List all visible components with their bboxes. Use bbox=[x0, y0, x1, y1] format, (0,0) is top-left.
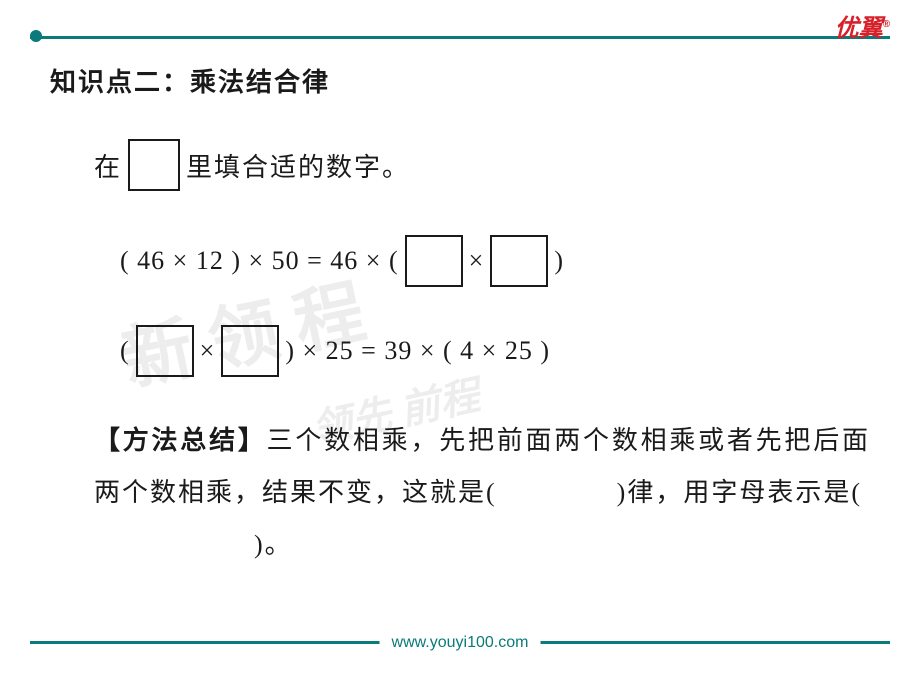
eq1-op: × bbox=[469, 246, 485, 276]
equation-1: ( 46 × 12 ) × 50 = 46 × ( × ) bbox=[120, 235, 870, 287]
method-summary: 【方法总结】三个数相乘，先把前面两个数相乘或者先把后面两个数相乘，结果不变，这就… bbox=[94, 415, 870, 571]
prompt-after: 里填合适的数字。 bbox=[186, 147, 410, 184]
instruction-line: 在 里填合适的数字。 bbox=[94, 139, 870, 191]
blank-box-icon bbox=[128, 139, 180, 191]
summary-after-blank-1: )律，用字母表示是( bbox=[617, 478, 862, 507]
top-border bbox=[30, 36, 890, 39]
prompt-before: 在 bbox=[94, 147, 122, 184]
summary-after-blank-2: )。 bbox=[254, 530, 293, 559]
eq2-op: × bbox=[200, 336, 216, 366]
eq1-blank-1[interactable] bbox=[405, 235, 463, 287]
equation-2: ( × ) × 25 = 39 × ( 4 × 25 ) bbox=[120, 325, 870, 377]
eq1-left: ( 46 × 12 ) × 50 = 46 × ( bbox=[120, 246, 399, 276]
section-heading: 知识点二：乘法结合律 bbox=[50, 62, 870, 99]
brand-logo: 优翼® bbox=[835, 8, 890, 43]
eq1-right: ) bbox=[554, 246, 564, 276]
eq2-left: ( bbox=[120, 336, 130, 366]
eq1-blank-2[interactable] bbox=[490, 235, 548, 287]
eq2-blank-1[interactable] bbox=[136, 325, 194, 377]
content-area: 知识点二：乘法结合律 在 里填合适的数字。 ( 46 × 12 ) × 50 =… bbox=[50, 62, 870, 571]
eq2-right: ) × 25 = 39 × ( 4 × 25 ) bbox=[285, 336, 550, 366]
summary-label: 【方法总结】 bbox=[94, 426, 267, 455]
eq2-blank-2[interactable] bbox=[221, 325, 279, 377]
logo-text: 优翼 bbox=[835, 15, 883, 42]
footer-url: www.youyi100.com bbox=[380, 634, 541, 652]
logo-trademark: ® bbox=[883, 19, 890, 30]
